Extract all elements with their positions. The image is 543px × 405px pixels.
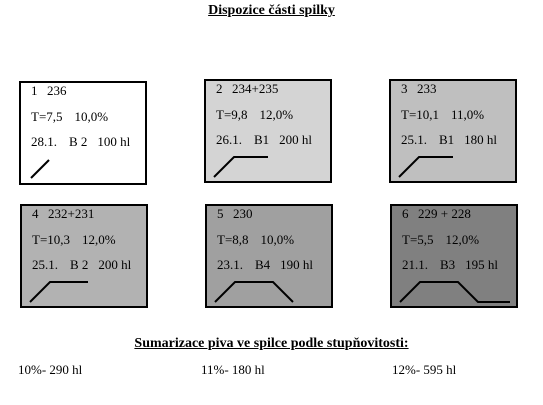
tile-degree: 12,0% — [82, 232, 116, 247]
tile-degree: 10,0% — [74, 109, 109, 124]
tile-temperature: T=10,1 — [401, 107, 440, 122]
tile-degree: 10,0% — [260, 232, 295, 247]
tile-unit: B4 — [255, 257, 271, 272]
tile-date: 25.1. — [32, 257, 58, 272]
tile-unit: B3 — [440, 257, 456, 272]
tile-batch: 236 — [47, 83, 67, 98]
fermentation-profile-icon — [214, 281, 294, 303]
tile-volume: 190 hl — [280, 257, 314, 272]
tile-degree: 12,0% — [445, 232, 480, 247]
fermentation-profile-icon — [399, 281, 510, 303]
tile-volume: 195 hl — [465, 257, 499, 272]
tile-batch: 229 + 228 — [418, 206, 471, 221]
tile-volume: 100 hl — [97, 134, 131, 149]
tile-number: 1 — [31, 83, 38, 98]
summary-item-11: 11%- 180 hl — [201, 362, 265, 377]
tile-batch: 233 — [417, 81, 437, 96]
tile-degree: 11,0% — [451, 107, 485, 122]
fermentation-profile-icon — [29, 281, 88, 303]
summary-title: Sumarizace piva ve spilce podle stupňovi… — [134, 336, 409, 351]
page-title: Dispozice části spilky — [208, 3, 335, 18]
tile-number: 5 — [217, 206, 224, 221]
tile-date: 23.1. — [217, 257, 243, 272]
tile-temperature: T=7,5 — [31, 109, 63, 124]
fermentation-profile-icon — [30, 159, 50, 179]
tank-tile-5[interactable]: 5 230 T=8,8 10,0% 23.1. B4 190 hl — [205, 204, 333, 308]
tile-temperature: T=10,3 — [32, 232, 71, 247]
tile-temperature: T=5,5 — [402, 232, 434, 247]
tile-volume: 180 hl — [464, 132, 498, 147]
fermentation-profile-icon — [213, 156, 268, 178]
tile-temperature: T=9,8 — [216, 107, 248, 122]
tile-date: 25.1. — [401, 132, 427, 147]
tile-degree: 12,0% — [259, 107, 294, 122]
tile-number: 6 — [402, 206, 409, 221]
tile-temperature: T=8,8 — [217, 232, 249, 247]
tile-volume: 200 hl — [98, 257, 132, 272]
tank-tile-4[interactable]: 4 232+231 T=10,3 12,0% 25.1. B 2 200 hl — [20, 204, 148, 308]
tile-batch: 230 — [233, 206, 253, 221]
tank-tile-1[interactable]: 1 236 T=7,5 10,0% 28.1. B 2 100 hl — [19, 81, 147, 185]
tile-date: 21.1. — [402, 257, 428, 272]
tile-number: 4 — [32, 206, 39, 221]
tile-unit: B1 — [439, 132, 455, 147]
summary-item-12: 12%- 595 hl — [392, 362, 457, 377]
fermentation-profile-icon — [398, 156, 453, 178]
tile-date: 26.1. — [216, 132, 242, 147]
tile-unit: B 2 — [70, 257, 89, 272]
tile-batch: 232+231 — [48, 206, 95, 221]
tile-number: 2 — [216, 81, 223, 96]
tile-date: 28.1. — [31, 134, 57, 149]
tile-volume: 200 hl — [279, 132, 313, 147]
tank-tile-3[interactable]: 3 233 T=10,1 11,0% 25.1. B1 180 hl — [389, 79, 517, 183]
summary-item-10: 10%- 290 hl — [18, 362, 83, 377]
tile-unit: B 2 — [69, 134, 88, 149]
tank-tile-6[interactable]: 6 229 + 228 T=5,5 12,0% 21.1. B3 195 hl — [390, 204, 518, 308]
tile-unit: B1 — [254, 132, 270, 147]
tile-number: 3 — [401, 81, 408, 96]
tank-tile-2[interactable]: 2 234+235 T=9,8 12,0% 26.1. B1 200 hl — [204, 79, 332, 183]
tile-batch: 234+235 — [232, 81, 279, 96]
